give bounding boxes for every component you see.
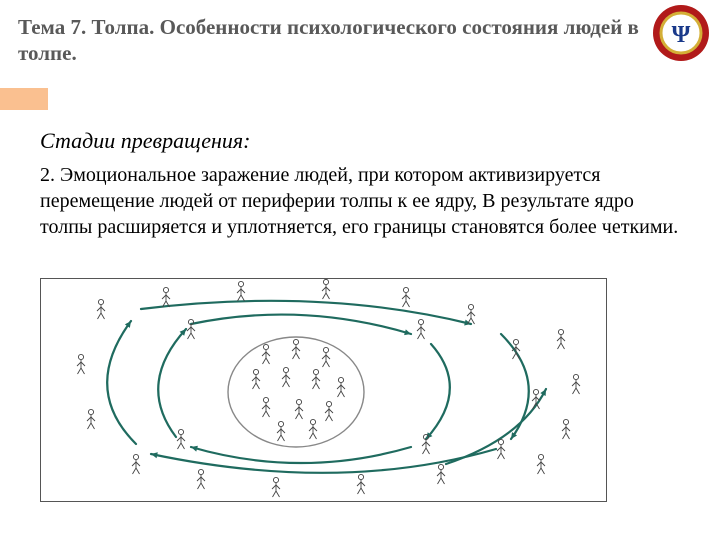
svg-text:Ψ: Ψ — [672, 22, 691, 48]
slide-title: Тема 7. Толпа. Особенности психологическ… — [18, 14, 640, 67]
body-paragraph: 2. Эмоциональное заражение людей, при ко… — [40, 162, 680, 240]
accent-bar — [0, 88, 48, 110]
section-subtitle: Стадии превращения: — [40, 128, 250, 154]
diagram-svg — [41, 279, 606, 501]
institution-emblem: Ψ — [652, 4, 710, 62]
crowd-diagram — [40, 278, 607, 502]
